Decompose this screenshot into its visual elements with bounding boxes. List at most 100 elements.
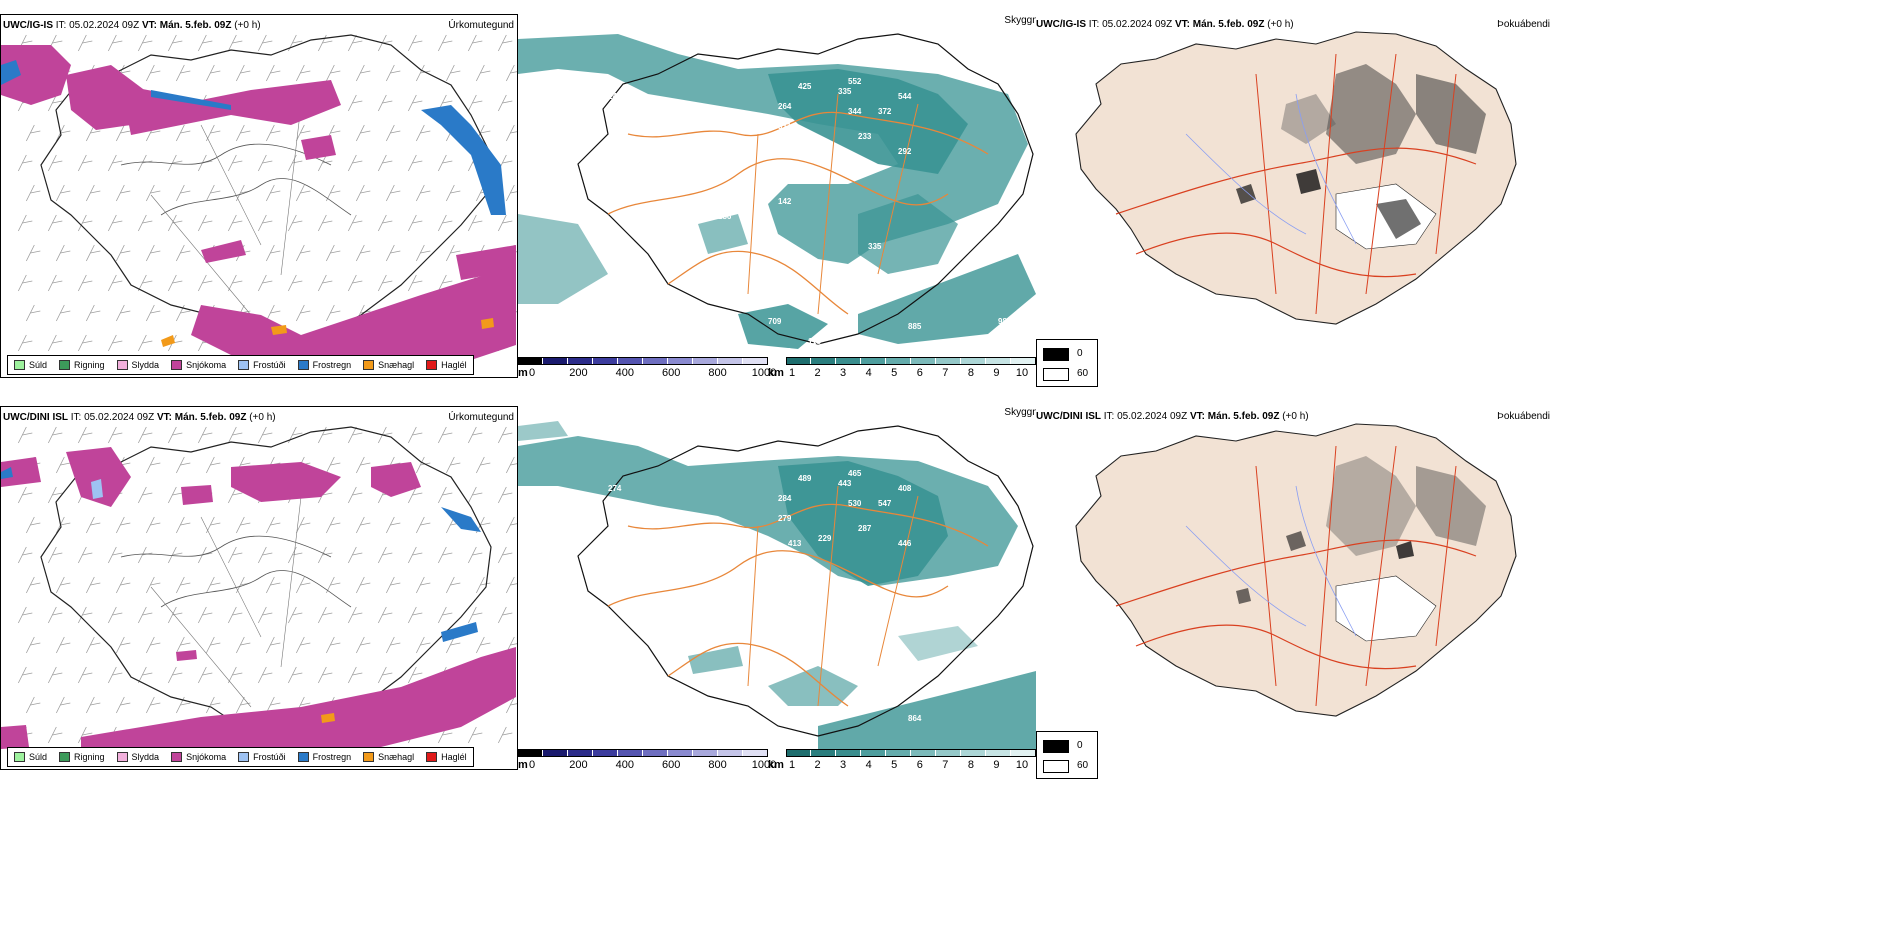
- colorbar-frame: [786, 357, 1036, 365]
- colorbar-segment: [961, 357, 986, 365]
- it-label: IT:: [70, 412, 82, 423]
- visibility-value-label: 885: [908, 322, 922, 331]
- colorbar-segment: [718, 357, 743, 365]
- legend-swatch: [116, 360, 128, 370]
- legend-label: Frostúði: [253, 752, 286, 762]
- visibility-value-label: 557: [868, 634, 882, 643]
- legend-item: Frostregn: [297, 360, 351, 370]
- colorbar-tick: 1: [788, 759, 796, 771]
- legend-swatch: [363, 752, 375, 762]
- legend-swatch: [426, 360, 438, 370]
- panel-title: UWC/IG-IS IT: 05.02.2024 09Z VT: Mán. 5.…: [3, 20, 261, 31]
- legend-item: Snæhagl: [363, 360, 414, 370]
- colorbar-tick: 400: [615, 367, 634, 379]
- visibility-value-label: 988: [998, 317, 1012, 326]
- visibility-value-label: 465: [848, 469, 862, 478]
- legend-label: Haglél: [441, 360, 467, 370]
- legend-label: Súld: [29, 360, 48, 370]
- visibility-value-label: 331: [778, 122, 792, 131]
- it-value: 05.02.2024 09Z: [84, 412, 155, 423]
- visibility-value-label: 335: [838, 87, 852, 96]
- vt-value: Mán. 5.feb. 09Z: [1192, 19, 1265, 30]
- panel-name: Skyggni: [1004, 15, 1040, 26]
- colorbar-segment: [986, 749, 1011, 757]
- legend-swatch: [363, 360, 375, 370]
- vt-value: Mán. 5.feb. 09Z: [159, 20, 232, 31]
- colorbar-tick: 9: [993, 367, 1000, 379]
- model-name: UWC/DINI ISL: [3, 412, 68, 423]
- panel-name: Úrkomutegund: [448, 412, 514, 423]
- colorbar-tick: 0: [528, 759, 536, 771]
- it-value: 05.02.2024 09Z: [1117, 411, 1188, 422]
- colorbar-segment: [936, 749, 961, 757]
- fog-legend-swatch: [1043, 740, 1069, 753]
- colorbar-segment: [861, 357, 886, 365]
- colorbar-unit: km: [768, 759, 784, 771]
- legend-label: Snæhagl: [378, 360, 415, 370]
- legend-swatch: [426, 752, 438, 762]
- legend-swatch: [116, 752, 128, 762]
- visibility-value-label: 118: [808, 337, 821, 346]
- colorbar-tick: 1000: [751, 759, 777, 771]
- visibility-value-label: 828: [768, 709, 782, 718]
- visibility-value-label: 292: [898, 147, 912, 156]
- colorbar-segment: [568, 357, 593, 365]
- colorbar-segment: [836, 357, 861, 365]
- colorbar-unit: m: [518, 367, 528, 379]
- visibility-value-label: 547: [878, 499, 892, 508]
- colorbar-segment: [543, 357, 568, 365]
- it-label: IT:: [1103, 411, 1115, 422]
- visibility-value-label: 413: [788, 539, 802, 548]
- colorbar-segment: [618, 357, 643, 365]
- colorbar-tick: 6: [916, 759, 923, 771]
- visibility-value-label: 330: [788, 147, 802, 156]
- legend-label: Frostúði: [253, 360, 286, 370]
- colorbar-segment: [936, 357, 961, 365]
- model-name: UWC/IG-IS: [1036, 19, 1086, 30]
- legend-swatch: [297, 752, 309, 762]
- legend-swatch: [297, 360, 309, 370]
- fog-legend-label: 0: [1077, 740, 1083, 751]
- legend-label: Rigning: [74, 752, 105, 762]
- panel-name: Þokuábendi: [1497, 411, 1550, 422]
- colorbar-tick: 7: [942, 759, 949, 771]
- visibility-value-label: 864: [908, 714, 922, 723]
- fog-legend-swatch: [1043, 760, 1069, 773]
- colorbar-segment: [668, 749, 693, 757]
- colorbar-tick: 4: [865, 759, 872, 771]
- precip-legend: Súld Rigning Slydda Snjókoma Frostúði Frostre…: [7, 355, 474, 375]
- visibility-value-label: 446: [898, 539, 912, 548]
- legend-item: Slydda: [116, 360, 159, 370]
- colorbar-segment: [911, 357, 936, 365]
- model-name: UWC/DINI ISL: [1036, 411, 1101, 422]
- colorbar-segment: [593, 357, 618, 365]
- colorbar-tick: 2: [814, 759, 821, 771]
- panel-title: UWC/DINI ISL IT: 05.02.2024 09Z VT: Mán.…: [3, 412, 276, 423]
- colorbar-tick: 0: [528, 367, 536, 379]
- fog-legend-swatch: [1043, 368, 1069, 381]
- model-name: UWC/IG-IS: [3, 20, 53, 31]
- colorbar-segment: [786, 357, 811, 365]
- legend-label: Slydda: [131, 752, 160, 762]
- visibility-value-label: 243: [608, 92, 622, 101]
- legend-item: Rigning: [59, 752, 105, 762]
- visibility-value-label: 142: [778, 197, 792, 206]
- visibility-value-label: 344: [848, 107, 862, 116]
- colorbar-segment: [643, 357, 668, 365]
- colorbar-tick: 800: [708, 367, 727, 379]
- legend-item: Slydda: [116, 752, 160, 762]
- colorbar-segment: [543, 749, 568, 757]
- colorbar-tick: 5: [891, 759, 898, 771]
- colorbar-segment: [961, 749, 986, 757]
- fog-map-top: [1075, 31, 1517, 325]
- colorbar-tick: 10: [1015, 367, 1029, 379]
- lead-time: (+0 h): [1267, 19, 1294, 30]
- colorbar-tick: 4: [865, 367, 872, 379]
- fog-legend-label: 0: [1077, 348, 1083, 359]
- colorbar-tick: 7: [942, 367, 949, 379]
- fog-legend-swatch: [1043, 348, 1069, 361]
- visibility-value-label: 425: [798, 82, 812, 91]
- colorbar-tick: 800: [708, 759, 727, 771]
- colorbar-tick: 1000: [751, 367, 777, 379]
